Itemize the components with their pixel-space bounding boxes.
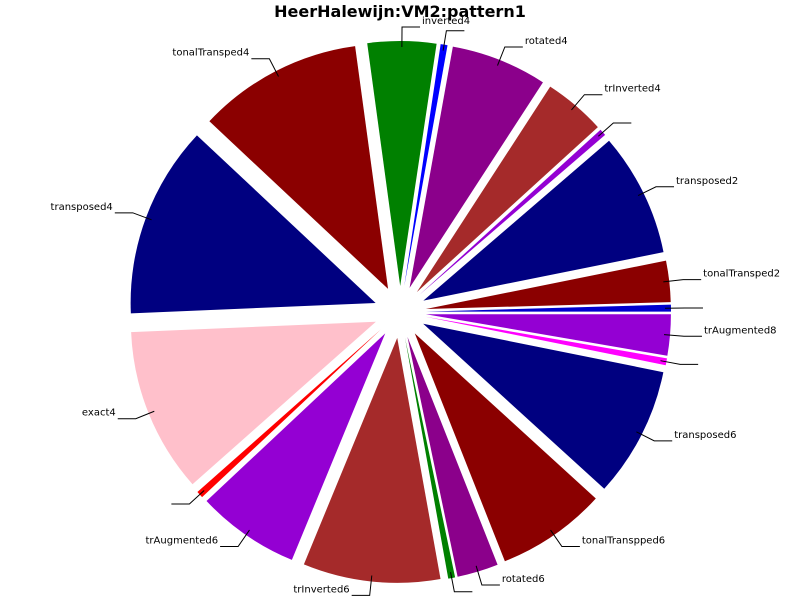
pie-slice: [414, 333, 596, 562]
slice-label: trInverted4: [604, 84, 660, 95]
pie-slice: [367, 41, 437, 287]
leader-line: [442, 30, 465, 51]
pie-slice: [423, 140, 664, 301]
pie-slice: [425, 304, 671, 312]
slice-label: trAugmented8: [704, 325, 777, 336]
pie-slice: [425, 314, 671, 356]
pie-slice: [409, 46, 543, 288]
leader-line: [220, 529, 250, 548]
leader-line: [598, 122, 632, 137]
leader-line: [401, 26, 421, 48]
leader-line: [663, 334, 702, 337]
leader-line: [450, 572, 473, 593]
slice-label: transposed6: [674, 430, 736, 441]
slice-label: trInverted6: [293, 584, 349, 595]
leader-line: [637, 186, 675, 197]
slice-label: tonalTransped4: [172, 48, 249, 59]
leader-line: [660, 360, 699, 365]
pie-slice: [303, 337, 441, 583]
slice-label: trAugmented6: [146, 536, 219, 547]
pie-slice: [131, 321, 376, 485]
slice-label: tonalTransped2: [703, 269, 780, 280]
slice-label: rotated6: [502, 574, 545, 585]
leader-line: [571, 94, 603, 111]
chart-title: HeerHalewijn:VM2:pattern1: [274, 2, 526, 21]
slice-label: exact4: [82, 408, 116, 419]
slice-label: transposed2: [676, 176, 738, 187]
slice-label: inverted4: [422, 16, 470, 27]
pie-slice: [209, 46, 389, 289]
leader-line: [171, 490, 205, 505]
leader-line: [636, 431, 673, 442]
pie-slice: [130, 135, 376, 314]
slice-label: rotated4: [525, 36, 568, 47]
pie-slice: [423, 323, 664, 489]
leader-line: [117, 410, 155, 420]
leader-line: [550, 529, 580, 548]
pie-slice: [197, 329, 381, 498]
pie-slice: [407, 336, 498, 577]
leader-line: [351, 575, 373, 596]
leader-line: [475, 565, 500, 586]
pie-slice: [425, 316, 668, 366]
pie-slice: [416, 86, 598, 293]
slice-label: transposed4: [51, 202, 113, 213]
leader-line: [497, 46, 523, 66]
pie-slice: [425, 260, 671, 310]
leader-line: [663, 279, 702, 283]
pie-slice: [419, 129, 606, 295]
pie-slice: [206, 333, 386, 560]
leader-line: [251, 58, 279, 77]
pie-slice: [404, 337, 456, 579]
pie-slice: [404, 44, 448, 287]
leader-line: [114, 212, 152, 221]
slice-label: tonalTranspped6: [582, 536, 665, 547]
